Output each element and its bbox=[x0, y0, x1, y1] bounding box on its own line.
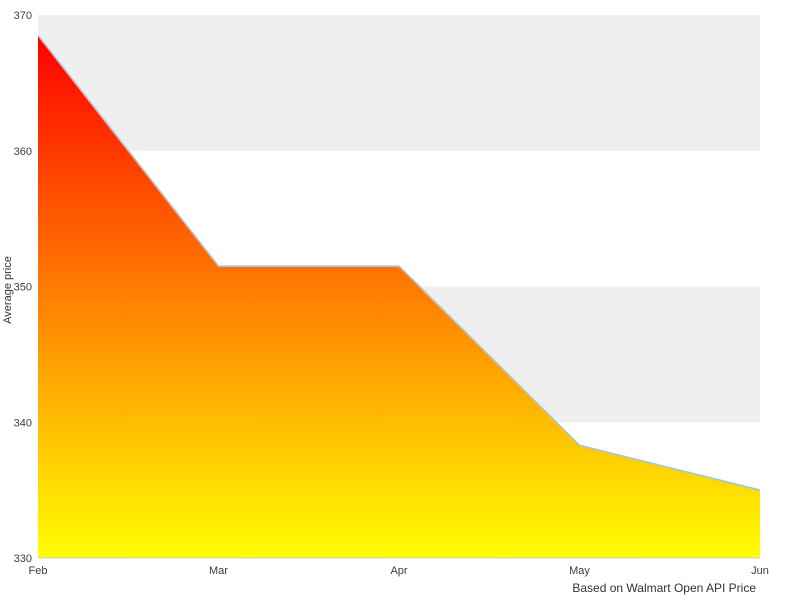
y-tick-label: 360 bbox=[14, 146, 32, 158]
y-tick-label: 350 bbox=[14, 282, 32, 294]
price-area bbox=[38, 35, 760, 559]
grid-band bbox=[38, 15, 760, 151]
price-line bbox=[37, 34, 761, 491]
y-axis-label: Average price bbox=[2, 256, 14, 324]
x-tick-label: May bbox=[569, 565, 590, 577]
chart-caption: Based on Walmart Open API Price bbox=[572, 581, 756, 595]
y-tick-label: 340 bbox=[14, 417, 32, 429]
y-tick-label: 330 bbox=[14, 553, 32, 565]
x-tick-label: Mar bbox=[209, 565, 228, 577]
y-tick-label: 370 bbox=[14, 10, 32, 22]
x-tick-label: Apr bbox=[390, 565, 407, 577]
x-tick-label: Feb bbox=[29, 565, 48, 577]
x-tick-label: Jun bbox=[751, 565, 769, 577]
